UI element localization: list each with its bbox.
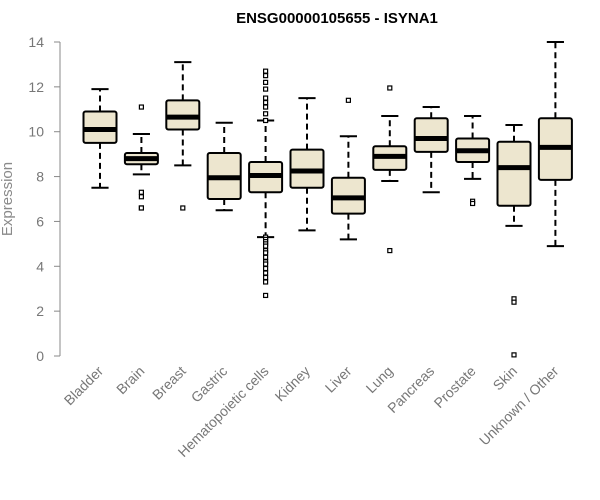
outlier-point — [511, 352, 517, 358]
outlier-point — [263, 117, 269, 124]
category-label: Kidney — [272, 363, 314, 405]
y-tick-label-14: 14 — [28, 34, 44, 50]
y-tick-label-10: 10 — [28, 124, 44, 140]
y-tick-label-12: 12 — [28, 79, 44, 95]
outlier-point — [263, 99, 269, 106]
box-bladder — [82, 88, 118, 189]
y-tick-label-0: 0 — [36, 348, 44, 364]
outlier-point — [180, 205, 186, 211]
box-liver — [330, 97, 366, 241]
category-label: Liver — [322, 363, 355, 396]
outlier-point — [138, 189, 144, 195]
category-label: Prostate — [431, 363, 479, 411]
box-pancreas — [413, 106, 449, 194]
outlier-point — [138, 205, 144, 211]
y-tick-label-8: 8 — [36, 169, 44, 185]
box-body — [496, 140, 532, 207]
outlier-point — [263, 73, 269, 79]
outlier-point — [263, 279, 269, 285]
outlier-point — [263, 265, 269, 272]
outlier-point — [263, 270, 269, 276]
category-label: Unknown / Other — [476, 363, 562, 449]
category-label: Breast — [149, 363, 189, 403]
y-tick-label-4: 4 — [36, 258, 44, 274]
chart-title: ENSG00000105655 - ISYNA1 — [236, 10, 438, 27]
box-body — [413, 117, 449, 153]
outlier-point — [263, 68, 269, 74]
box-breast — [165, 61, 201, 211]
box-prostate — [455, 115, 491, 207]
y-tick-label-6: 6 — [36, 213, 44, 229]
axes-layer: 0 2 4 6 8 10 12 14 Expression — [0, 34, 61, 364]
y-axis-title: Expression — [0, 162, 16, 236]
outlier-point — [263, 86, 269, 92]
y-tick-label-2: 2 — [36, 303, 44, 319]
box-lung — [372, 85, 408, 254]
outlier-point — [263, 243, 269, 249]
outlier-point — [263, 274, 269, 281]
boxes-layer — [82, 41, 573, 358]
outlier-point — [263, 95, 269, 101]
outlier-point — [138, 194, 144, 200]
outlier-point — [470, 200, 476, 207]
category-label: Skin — [490, 363, 521, 394]
box-unknown-other — [537, 41, 573, 248]
outlier-point — [263, 261, 269, 267]
outlier-point — [387, 85, 393, 91]
box-kidney — [289, 97, 325, 232]
outlier-point — [511, 299, 517, 305]
outlier-point — [263, 254, 269, 260]
box-gastric — [206, 121, 242, 212]
outlier-point — [263, 104, 269, 110]
category-label: Bladder — [61, 363, 107, 409]
outlier-point — [263, 250, 269, 256]
category-label: Lung — [363, 363, 396, 396]
box-hematopoietic-cells — [248, 68, 284, 299]
outlier-point — [345, 97, 351, 103]
outlier-point — [263, 79, 269, 85]
outlier-point — [387, 247, 393, 254]
category-label: Brain — [113, 363, 147, 397]
box-brain — [123, 104, 159, 211]
box-skin — [496, 123, 532, 358]
outlier-point — [263, 111, 269, 117]
outlier-point — [138, 104, 144, 110]
outlier-point — [263, 292, 269, 299]
